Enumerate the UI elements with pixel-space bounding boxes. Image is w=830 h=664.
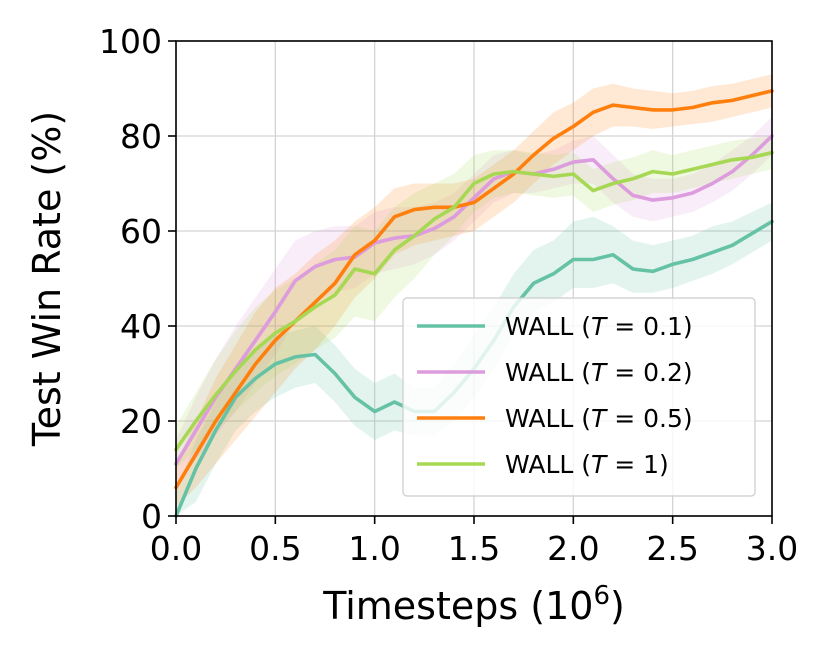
y-tick-label: 0: [141, 497, 162, 536]
y-axis-label: Test Win Rate (%): [25, 111, 69, 447]
legend-label-2: WALL (T = 0.2): [505, 358, 693, 387]
series-line-3: [174, 89, 774, 490]
series-band-3: [176, 74, 772, 507]
legend-label-1: WALL (T = 0.1): [505, 312, 693, 341]
x-tick-label: 0.5: [249, 529, 301, 568]
x-tick-label: 3.0: [746, 529, 798, 568]
x-axis-label: Timesteps (106): [322, 581, 625, 628]
y-tick-label: 20: [120, 402, 162, 441]
legend-box: [402, 297, 756, 497]
x-tick-label: 2.5: [646, 529, 698, 568]
x-tick-label: 2.0: [547, 529, 599, 568]
x-tick-label: 0.0: [150, 529, 202, 568]
axis-ticks: 0.0 0.5 1.0 1.5 2.0 2.5 3.0 0 20 40 60 80 100: [99, 22, 798, 568]
series-line-2: [174, 134, 774, 466]
y-tick-label: 40: [120, 307, 162, 346]
x-axis-label-suffix: ): [610, 584, 625, 628]
y-tick-label: 60: [120, 212, 162, 251]
x-tick-label: 1.0: [348, 529, 400, 568]
x-axis-label-exponent: 6: [593, 581, 610, 611]
legend: WALL (T = 0.1) WALL (T = 0.2) WALL (T = 0.…: [402, 297, 756, 497]
legend-label-3: WALL (T = 0.5): [505, 404, 693, 433]
legend-label-4: WALL (T = 1): [505, 450, 669, 479]
x-axis-label-text: Timesteps (10: [322, 584, 593, 628]
y-tick-label: 100: [99, 22, 162, 61]
x-tick-label: 1.5: [448, 529, 500, 568]
y-tick-label: 80: [120, 117, 162, 156]
series-line-4: [174, 150, 774, 452]
series-band-2: [176, 117, 772, 483]
